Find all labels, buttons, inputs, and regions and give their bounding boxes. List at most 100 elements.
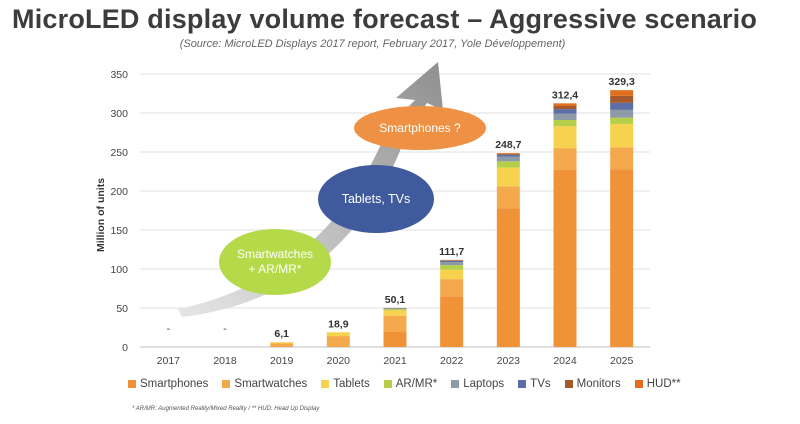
bar-segment bbox=[496, 167, 520, 187]
legend-swatch bbox=[634, 380, 643, 388]
legend-swatch bbox=[222, 380, 231, 388]
bubble-tablets-tvs bbox=[318, 165, 434, 233]
bar-segment bbox=[496, 156, 520, 162]
bar-segment bbox=[440, 260, 464, 261]
bar-segment bbox=[610, 95, 634, 103]
bubble-tablets-tvs-label: Tablets, TVs bbox=[342, 192, 411, 206]
legend-item: HUD** bbox=[634, 378, 681, 390]
bar-total-label: 312,4 bbox=[552, 89, 578, 101]
x-tick-label: 2017 bbox=[157, 355, 181, 367]
bar-segment bbox=[496, 186, 520, 209]
bar-total-label: 50,1 bbox=[385, 294, 406, 306]
bar-segment bbox=[440, 261, 464, 266]
y-tick-label: 100 bbox=[110, 264, 128, 276]
bar-segment bbox=[553, 148, 577, 170]
bar-segment bbox=[440, 265, 464, 270]
bar-segment bbox=[496, 154, 520, 157]
bar-total-label: 248,7 bbox=[495, 139, 521, 151]
bubble-smartphones bbox=[354, 106, 486, 150]
x-tick-label: 2023 bbox=[497, 355, 521, 367]
bar-segment bbox=[553, 113, 577, 121]
bar-segment bbox=[496, 153, 520, 154]
y-axis-label: Million of units bbox=[95, 178, 107, 252]
legend-label: Tablets bbox=[333, 378, 370, 390]
y-tick-label: 350 bbox=[110, 69, 128, 81]
bar-segment bbox=[496, 208, 520, 347]
footnote: * AR/MR: Augmented Reality/Mixed Reality… bbox=[132, 406, 320, 412]
x-tick-label: 2025 bbox=[610, 355, 634, 367]
bar-segment bbox=[610, 123, 634, 148]
bar-segment bbox=[270, 343, 294, 347]
bar-segment bbox=[553, 126, 577, 149]
bar-segment bbox=[553, 103, 577, 106]
bar-segment bbox=[553, 169, 577, 347]
bar-total-label: 18,9 bbox=[328, 318, 349, 330]
bar-segment bbox=[610, 117, 634, 124]
legend-item: Smartphones bbox=[128, 378, 208, 390]
legend-swatch bbox=[518, 380, 527, 388]
x-tick-label: 2024 bbox=[553, 355, 577, 367]
bar-total-label: - bbox=[167, 323, 171, 335]
bar-segment bbox=[610, 147, 634, 170]
legend-item: Smartwatches bbox=[222, 378, 307, 390]
legend-label: HUD** bbox=[646, 378, 681, 390]
bar-segment bbox=[440, 296, 464, 347]
legend-item: AR/MR* bbox=[383, 378, 438, 390]
y-tick-label: 150 bbox=[110, 225, 128, 237]
y-tick-label: 200 bbox=[110, 186, 128, 198]
legend-item: Laptops bbox=[451, 378, 504, 390]
y-tick-label: 0 bbox=[122, 342, 128, 354]
bar-segment bbox=[383, 315, 407, 332]
bar-segment bbox=[553, 120, 577, 127]
legend-swatch bbox=[128, 380, 136, 388]
legend-swatch bbox=[451, 380, 460, 388]
bar-total-label: 6,1 bbox=[274, 328, 289, 340]
bar-segment bbox=[383, 309, 407, 311]
bubble-smartwatches-ar-line1: Smartwatches bbox=[237, 247, 313, 261]
legend-label: Monitors bbox=[576, 378, 621, 390]
legend-label: Laptops bbox=[463, 378, 505, 390]
bar-segment bbox=[440, 279, 464, 297]
bar-segment bbox=[383, 308, 407, 310]
bar-segment bbox=[383, 331, 407, 347]
bar-total-label: 329,3 bbox=[609, 76, 635, 88]
legend-item: Tablets bbox=[321, 378, 370, 390]
legend-swatch bbox=[383, 380, 392, 388]
y-tick-label: 250 bbox=[110, 147, 128, 159]
bar-segment bbox=[326, 336, 350, 347]
bar-segment bbox=[553, 105, 577, 110]
x-tick-label: 2021 bbox=[383, 355, 407, 367]
bubble-smartwatches-ar bbox=[219, 229, 331, 295]
bar-segment bbox=[440, 269, 464, 280]
x-tick-label: 2020 bbox=[327, 355, 351, 367]
legend-label: Smartphones bbox=[140, 378, 209, 390]
legend-label: Smartwatches bbox=[234, 378, 308, 390]
legend-swatch bbox=[321, 380, 330, 388]
legend: Smartphones Smartwatches Tablets AR/MR* Lapt… bbox=[128, 378, 681, 390]
bar-segment bbox=[496, 153, 520, 155]
bar-segment bbox=[610, 109, 634, 118]
bubble-smartwatches-ar-line2: + AR/MR* bbox=[248, 262, 301, 276]
chart-title: MicroLED display volume forecast – Aggre… bbox=[12, 4, 758, 34]
legend-label: AR/MR* bbox=[395, 378, 438, 390]
bar-segment bbox=[326, 332, 350, 337]
bar-segment bbox=[610, 102, 634, 110]
legend-item: TVs bbox=[518, 378, 551, 390]
legend-item: Monitors bbox=[564, 378, 621, 390]
bubble-smartphones-label: Smartphones ? bbox=[379, 121, 461, 135]
x-tick-label: 2022 bbox=[440, 355, 464, 367]
chart-subtitle: (Source: MicroLED Displays 2017 report, … bbox=[179, 38, 566, 50]
y-tick-label: 300 bbox=[110, 108, 128, 120]
bar-segment bbox=[610, 169, 634, 347]
legend-swatch bbox=[564, 380, 573, 388]
bar-segment bbox=[383, 310, 407, 316]
bar-segment bbox=[496, 161, 520, 168]
bar-segment bbox=[440, 260, 464, 262]
x-tick-label: 2018 bbox=[213, 355, 237, 367]
bar-total-label: 111,7 bbox=[439, 246, 464, 258]
x-tick-label: 2019 bbox=[270, 355, 294, 367]
legend-label: TVs bbox=[530, 378, 551, 390]
y-tick-label: 50 bbox=[116, 303, 128, 315]
bar-total-label: - bbox=[223, 323, 227, 335]
